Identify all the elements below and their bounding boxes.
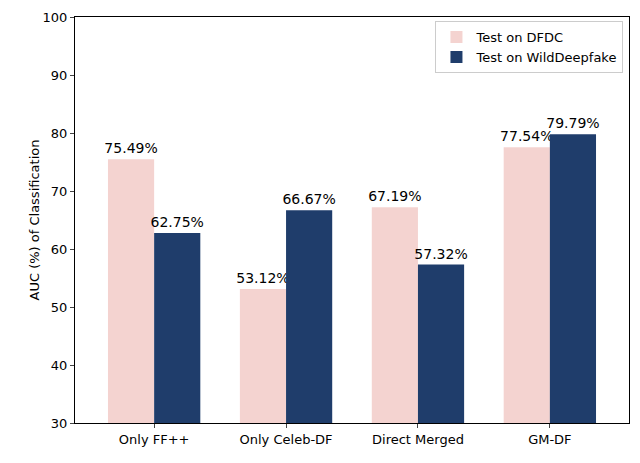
svg-text:Only FF++: Only FF++: [119, 432, 190, 447]
svg-text:75.49%: 75.49%: [104, 140, 157, 156]
svg-text:62.75%: 62.75%: [151, 214, 204, 230]
svg-text:77.54%: 77.54%: [500, 128, 553, 144]
svg-text:100: 100: [43, 10, 68, 25]
svg-text:Direct Merged: Direct Merged: [372, 432, 464, 447]
svg-text:AUC (%) of Classification: AUC (%) of Classification: [27, 140, 42, 301]
svg-text:50: 50: [51, 300, 68, 315]
svg-text:Test on WildDeepfake: Test on WildDeepfake: [475, 50, 616, 65]
svg-text:GM-DF: GM-DF: [528, 432, 571, 447]
svg-text:60: 60: [51, 242, 68, 257]
svg-text:53.12%: 53.12%: [236, 270, 289, 286]
svg-text:67.19%: 67.19%: [368, 188, 421, 204]
svg-text:40: 40: [51, 358, 68, 373]
svg-text:90: 90: [51, 68, 68, 83]
svg-text:80: 80: [51, 126, 68, 141]
svg-text:30: 30: [51, 416, 68, 431]
svg-text:57.32%: 57.32%: [414, 246, 467, 262]
svg-text:70: 70: [51, 184, 68, 199]
svg-text:Only Celeb-DF: Only Celeb-DF: [240, 432, 333, 447]
svg-text:79.79%: 79.79%: [546, 115, 599, 131]
svg-text:66.67%: 66.67%: [282, 191, 335, 207]
svg-text:Test on DFDC: Test on DFDC: [475, 30, 563, 45]
